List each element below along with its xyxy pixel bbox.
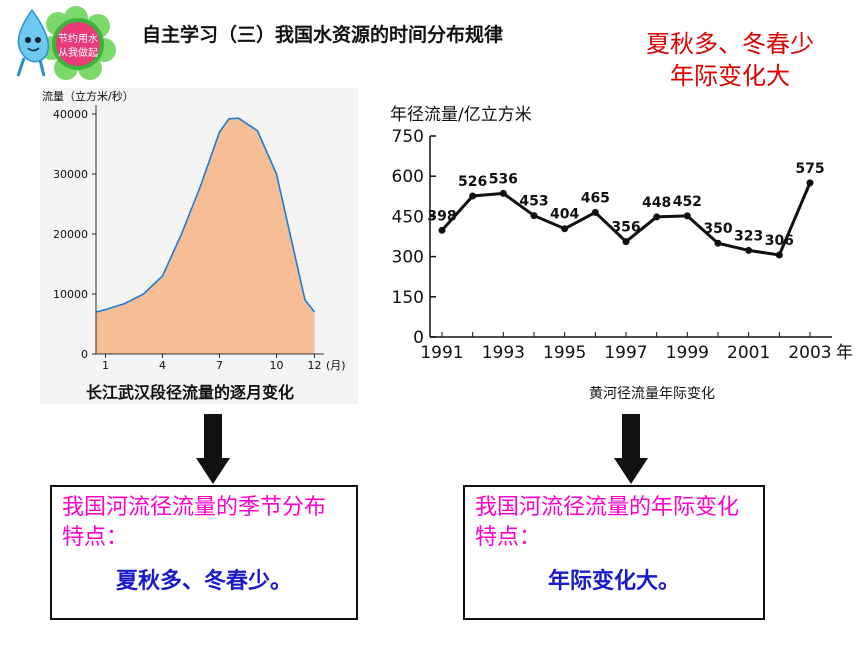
yellow-river-x-tick-label: 1993 xyxy=(482,343,525,363)
annual-variation-answer: 年际变化大。 xyxy=(547,569,680,594)
down-arrow-icon xyxy=(196,414,230,484)
yangtze-y-tick-label: 0 xyxy=(81,348,88,361)
yellow-river-y-tick-label: 150 xyxy=(392,288,424,308)
yellow-river-data-point xyxy=(745,246,753,254)
yellow-river-data-point xyxy=(530,212,538,220)
yellow-river-data-label: 404 xyxy=(550,207,579,223)
yellow-river-data-label: 536 xyxy=(489,171,518,187)
page-title: 自主学习（三）我国水资源的时间分布规律 xyxy=(142,24,504,46)
logo: 节约用水 从我做起 xyxy=(6,4,118,82)
yangtze-y-tick-label: 40000 xyxy=(53,108,88,121)
seasonal-feature-answer: 夏秋多、冬春少。 xyxy=(115,569,292,594)
yellow-river-data-label: 448 xyxy=(642,195,671,211)
yangtze-y-tick-label: 30000 xyxy=(53,168,88,181)
yellow-river-data-label: 526 xyxy=(458,174,487,190)
yellow-river-data-point xyxy=(561,225,569,233)
annual-variation-box: 我国河流径流量的年际变化特点： 年际变化大。 xyxy=(463,485,765,620)
yellow-river-x-unit: 年 xyxy=(836,343,853,363)
yellow-river-data-label: 350 xyxy=(703,221,732,237)
yangtze-x-tick-label: 12 xyxy=(308,359,322,372)
yellow-river-data-point xyxy=(683,212,691,220)
yangtze-flow-line xyxy=(95,117,316,313)
yellow-river-data-point xyxy=(499,189,507,197)
yellow-river-data-point xyxy=(775,251,783,259)
yellow-river-x-tick-label: 1997 xyxy=(604,343,647,363)
flower-icon xyxy=(40,6,116,80)
yangtze-x-tick-label: 4 xyxy=(159,359,166,372)
yellow-river-data-label: 575 xyxy=(795,161,824,177)
summary-note: 夏秋多、冬春少 年际变化大 xyxy=(620,28,840,92)
yangtze-y-tick-label: 10000 xyxy=(53,288,88,301)
seasonal-feature-box: 我国河流径流量的季节分布特点： 夏秋多、冬春少。 xyxy=(50,485,358,620)
yellow-river-y-axis-label: 年径流量/亿立方米 xyxy=(390,105,532,125)
yellow-river-x-tick-label: 1991 xyxy=(420,343,463,363)
summary-note-line-2: 年际变化大 xyxy=(670,62,790,90)
yellow-river-x-tick-label: 2003 xyxy=(788,343,831,363)
yellow-river-data-point xyxy=(591,208,599,216)
yangtze-y-tick-label: 20000 xyxy=(53,228,88,241)
yellow-river-y-tick-label: 450 xyxy=(392,207,424,227)
yangtze-monthly-chart: 流量（立方米/秒） 0 10000 20000 30000 40000 1 4 7 10 12 … xyxy=(40,88,358,404)
yellow-river-data-point xyxy=(469,192,477,200)
yellow-river-annual-chart: 年径流量/亿立方米 0 150 300 450 600 750 1991 1993 1995 1… xyxy=(390,105,853,400)
yellow-river-data-label: 398 xyxy=(427,208,456,224)
logo-text-line-1: 节约用水 xyxy=(58,32,98,45)
yellow-river-data-point xyxy=(622,238,630,246)
yellow-river-data-label: 452 xyxy=(673,194,702,210)
seasonal-feature-question: 我国河流径流量的季节分布特点： xyxy=(62,495,327,550)
yellow-river-data-label: 465 xyxy=(581,190,610,206)
yellow-river-chart-title: 黄河径流量年际变化 xyxy=(589,385,715,400)
annual-variation-question: 我国河流径流量的年际变化特点： xyxy=(475,495,740,550)
yangtze-x-tick-label: 7 xyxy=(216,359,223,372)
yellow-river-data-label: 356 xyxy=(611,220,640,236)
yangtze-x-unit: (月) xyxy=(326,359,346,372)
yellow-river-y-tick-label: 300 xyxy=(392,248,424,268)
yangtze-chart-title: 长江武汉段径流量的逐月变化 xyxy=(86,383,294,402)
water-drop-mascot-icon xyxy=(16,8,50,77)
down-arrow-icon xyxy=(614,414,648,484)
yellow-river-y-tick-label: 600 xyxy=(392,167,424,187)
yangtze-x-tick-label: 10 xyxy=(270,359,284,372)
yangtze-y-axis-label: 流量（立方米/秒） xyxy=(42,89,134,103)
yellow-river-data-point xyxy=(806,179,814,187)
yellow-river-x-tick-label: 1995 xyxy=(543,343,586,363)
yellow-river-data-point xyxy=(438,226,446,234)
yellow-river-data-point xyxy=(714,239,722,247)
yellow-river-data-label: 306 xyxy=(765,233,794,249)
yellow-river-y-tick-label: 750 xyxy=(392,127,424,147)
yellow-river-x-tick-label: 2001 xyxy=(727,343,770,363)
yangtze-x-tick-label: 1 xyxy=(102,359,109,372)
yellow-river-data-label: 323 xyxy=(734,228,763,244)
summary-note-line-1: 夏秋多、冬春少 xyxy=(646,30,814,58)
yellow-river-x-tick-label: 1999 xyxy=(666,343,709,363)
yellow-river-data-label: 453 xyxy=(519,194,548,210)
logo-text-line-2: 从我做起 xyxy=(58,46,98,59)
yangtze-flow-area xyxy=(96,118,315,354)
yellow-river-y-tick-label: 0 xyxy=(413,328,424,348)
yellow-river-data-point xyxy=(653,213,661,221)
